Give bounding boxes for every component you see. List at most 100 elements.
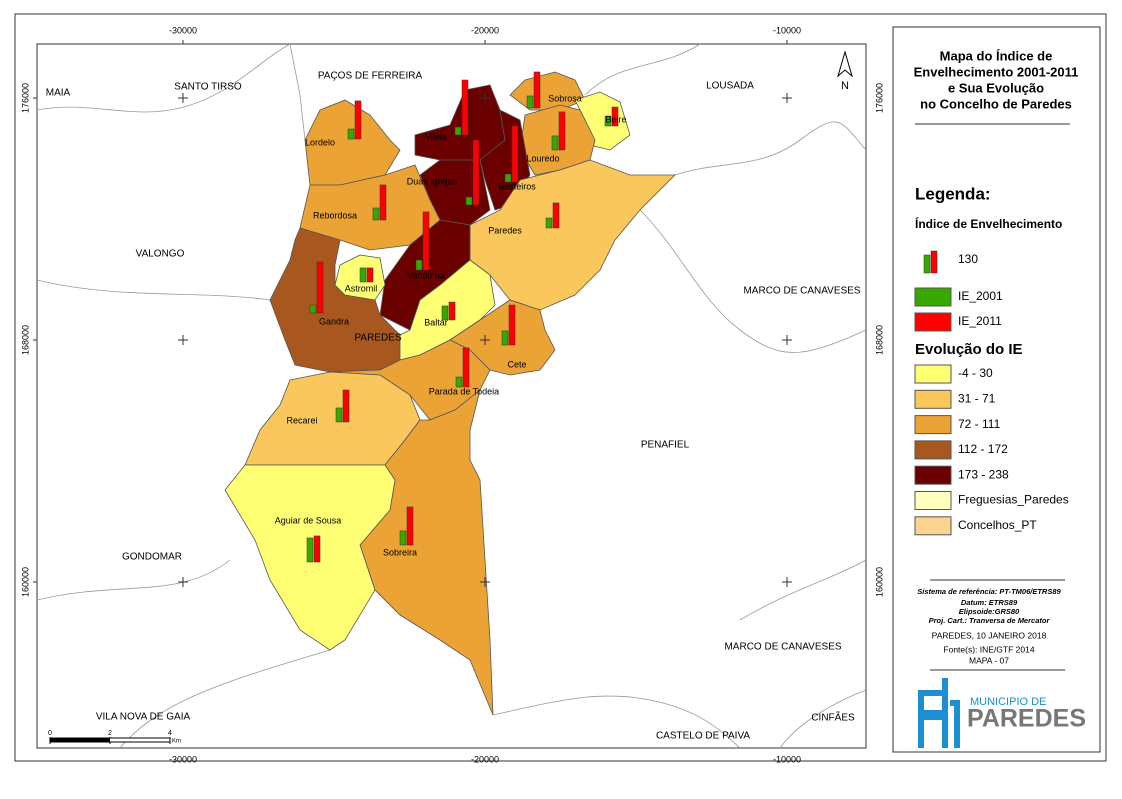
- grid-cross: [782, 577, 792, 587]
- grid-cross: [480, 93, 490, 103]
- legend-swatch: [914, 364, 952, 384]
- ie-2011-bar: [316, 261, 324, 314]
- place-label: VILA NOVA DE GAIA: [96, 712, 191, 723]
- x-grid-label: -30000: [169, 25, 197, 35]
- ie-2001-bar: [372, 207, 380, 221]
- scale-label: 2: [108, 730, 112, 737]
- ie-2011-bar: [511, 125, 519, 183]
- place-label: GONDOMAR: [122, 552, 182, 563]
- parish-areas: [224, 71, 676, 716]
- ie-2011-bar: [406, 506, 414, 546]
- ie-2001-bar: [399, 530, 407, 546]
- ie-2011-bar: [558, 111, 566, 151]
- grid-cross: [782, 335, 792, 345]
- ie-2001-bar: [455, 376, 463, 388]
- scale-label: 0: [48, 730, 52, 737]
- grid-cross: [782, 93, 792, 103]
- x-grid-label: -20000: [471, 754, 499, 764]
- info-line: Elipsoide:GRS80: [959, 607, 1020, 616]
- y-grid-label: 176000: [874, 83, 884, 113]
- legend-label: Freguesias_Paredes: [958, 493, 1069, 507]
- ie-2001-bar: [551, 135, 559, 151]
- size-ref-bar: [923, 254, 931, 274]
- ie-2001-bar: [545, 217, 553, 229]
- parish-label: Cete: [507, 359, 526, 369]
- logo-line2: PAREDES: [967, 705, 1086, 733]
- info-line: PAREDES, 10 JANEIRO 2018: [932, 630, 1047, 640]
- legend-label: -4 - 30: [958, 366, 993, 380]
- parish-label: Sobreira: [383, 547, 417, 557]
- parish-label: Sobrosa: [548, 93, 582, 103]
- place-label: SANTO TIRSO: [174, 82, 242, 93]
- parish-label: Parada de Todeia: [429, 386, 499, 396]
- parish-label: Vandoma: [407, 270, 445, 280]
- grid-cross: [480, 577, 490, 587]
- parish-label: Beire: [605, 114, 626, 124]
- parish-label: Louredo: [526, 153, 559, 163]
- scale-unit: Km: [172, 739, 181, 745]
- place-label: LOUSADA: [706, 81, 754, 92]
- grid-cross: [178, 335, 188, 345]
- parish-label: Lordelo: [305, 137, 335, 147]
- ie-2011-bar: [533, 71, 541, 109]
- place-label: VALONGO: [136, 249, 185, 260]
- scale-label: 4: [168, 730, 172, 737]
- ie-2011-bar: [354, 100, 362, 140]
- map-title: Mapa do Índice de: [940, 48, 1053, 63]
- x-grid-label: -10000: [773, 25, 801, 35]
- place-label: PAREDES: [354, 333, 401, 344]
- place-label: CINFÃES: [811, 711, 855, 724]
- parish-label: Paredes: [488, 225, 522, 235]
- info-line: Sistema de referência: PT-TM06/ETRS89: [917, 587, 1061, 596]
- place-label: PAÇOS DE FERREIRA: [318, 71, 423, 82]
- place-label: CASTELO DE PAIVA: [656, 731, 750, 742]
- legend-swatch: [914, 465, 952, 485]
- legend-swatch: [914, 287, 952, 307]
- map-title: e Sua Evolução: [948, 80, 1044, 95]
- legend-label: 173 - 238: [958, 467, 1009, 481]
- place-label: MARCO DE CANAVESES: [743, 286, 860, 297]
- ie-2011-bar: [472, 139, 480, 206]
- legend-swatch: [914, 415, 952, 435]
- map-title: Envelhecimento 2001-2011: [914, 64, 1079, 79]
- info-line: Proj. Cart.: Tranversa de Mercator: [929, 616, 1051, 625]
- ie-2001-bar: [604, 115, 612, 127]
- ie-2001-bar: [465, 196, 473, 206]
- legend-swatch: [914, 516, 952, 536]
- north-arrow: N: [837, 50, 853, 92]
- legend-label: 72 - 111: [958, 417, 1001, 431]
- parish-label: Rebordosa: [313, 210, 357, 220]
- parish-label: Recarei: [286, 415, 317, 425]
- ie-2001-bar: [335, 407, 343, 423]
- side-panel: [892, 26, 1101, 753]
- neighbour-boundaries: [36, 43, 867, 749]
- legend-swatch: [914, 491, 952, 510]
- x-grid-label: -20000: [471, 25, 499, 35]
- parish-label: Vilela: [425, 131, 447, 141]
- grid-cross: [178, 93, 188, 103]
- ie-2011-bar: [366, 267, 374, 283]
- ie-2001-bar: [309, 304, 317, 314]
- ie-2001-bar: [526, 95, 534, 109]
- place-label: MAIA: [46, 88, 71, 99]
- info-line: Fonte(s): INE/GTF 2014: [943, 644, 1034, 654]
- parish-label: Aguiar de Sousa: [275, 515, 342, 525]
- ie-2001-bar: [501, 330, 509, 346]
- y-grid-label: 168000: [874, 325, 884, 355]
- ie-2011-bar: [379, 184, 387, 221]
- grid-cross: [480, 335, 490, 345]
- legend-label: Concelhos_PT: [958, 518, 1037, 532]
- ie-2011-bar: [422, 211, 430, 271]
- x-grid-label: -30000: [169, 754, 197, 764]
- place-label: MARCO DE CANAVESES: [724, 642, 841, 653]
- legend-label: 112 - 172: [958, 442, 1008, 456]
- legend-label: IE_2011: [958, 314, 1002, 328]
- parish-label: Baltar: [424, 317, 448, 327]
- ie-2001-bar: [347, 128, 355, 140]
- ie-2011-bar: [313, 535, 321, 563]
- ie-2011-bar: [462, 347, 470, 388]
- place-label: PENAFIEL: [641, 440, 690, 451]
- ie-2011-bar: [611, 106, 619, 127]
- parish-label: Gandra: [319, 316, 349, 326]
